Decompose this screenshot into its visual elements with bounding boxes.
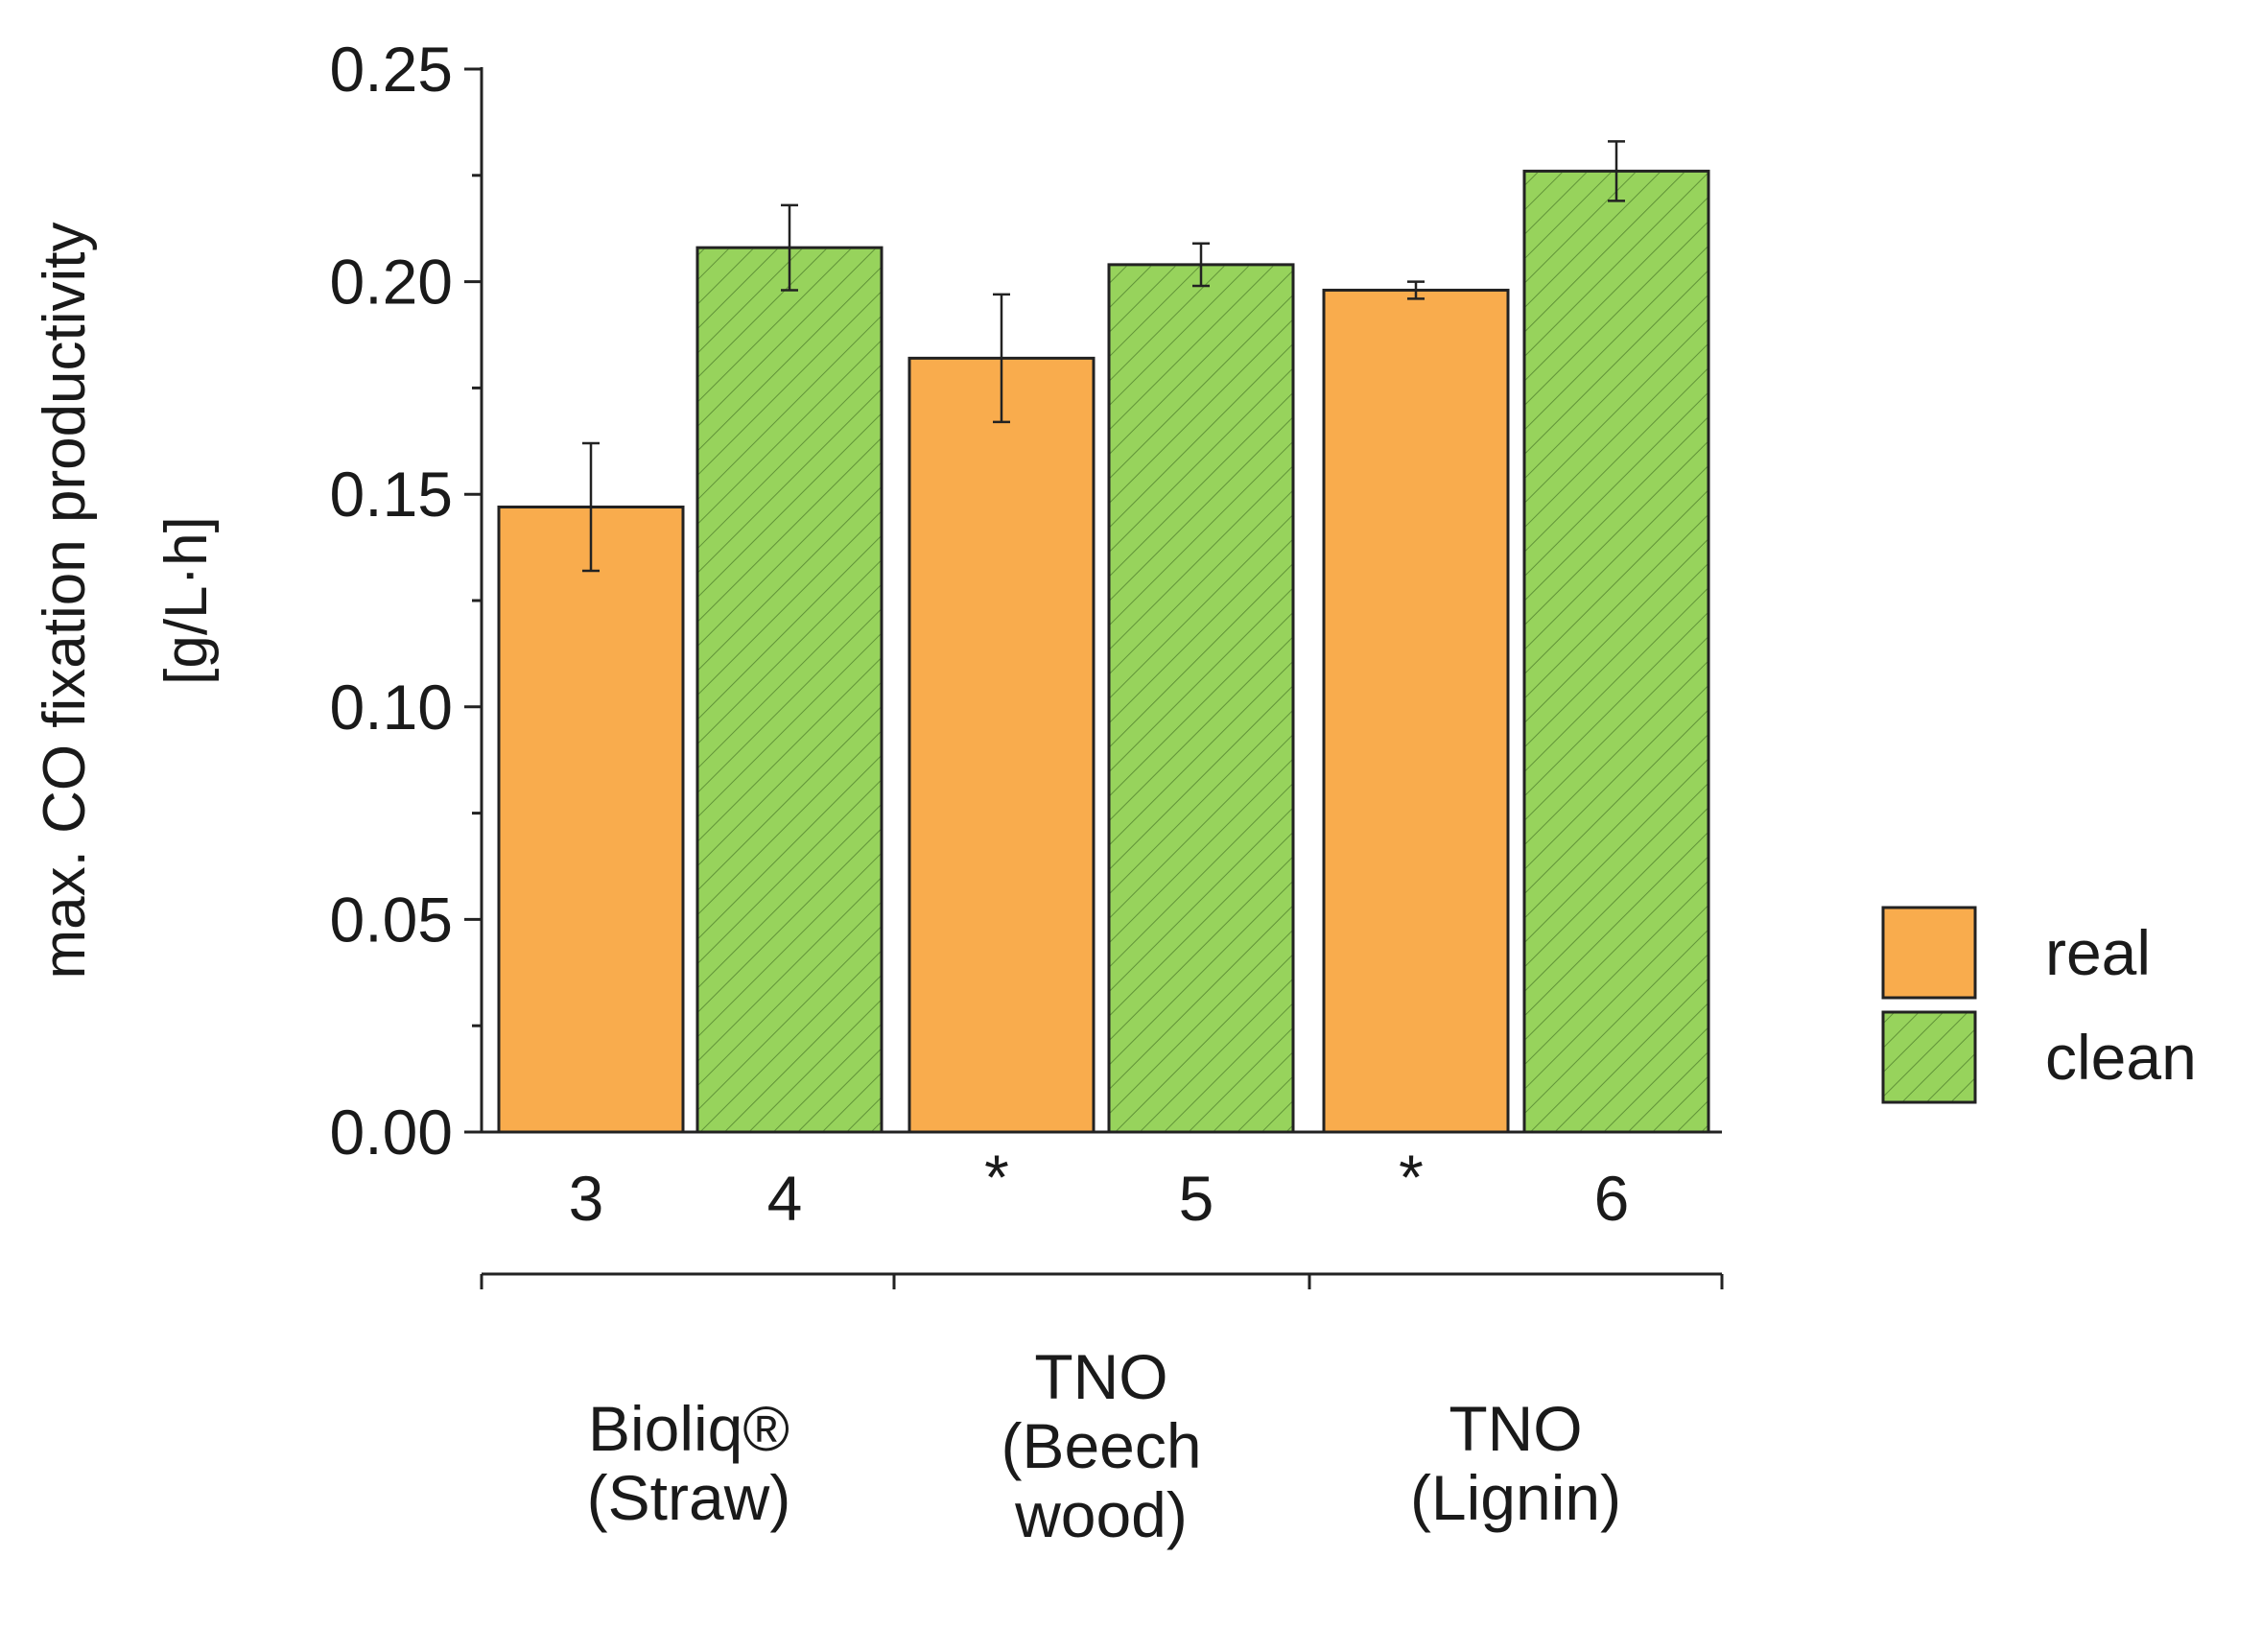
y-axis-label: max. CO fixation productivity [g/L·h] bbox=[32, 222, 220, 979]
y-axis-label-line2: [g/L·h] bbox=[153, 516, 220, 685]
legend-swatch-real bbox=[1881, 906, 1977, 1000]
bar-real bbox=[907, 356, 1096, 1134]
group-label: (Straw) bbox=[587, 1462, 791, 1533]
error-bar bbox=[1608, 140, 1625, 202]
bar-real bbox=[497, 505, 685, 1134]
legend-label-real: real bbox=[2045, 917, 2151, 988]
group-label: (Lignin) bbox=[1410, 1462, 1621, 1533]
y-tick-label: 0.25 bbox=[330, 34, 453, 105]
group-label: (Beech bbox=[1001, 1410, 1201, 1481]
x-tick-label: * bbox=[1399, 1142, 1424, 1213]
x-tick-label: 6 bbox=[1594, 1163, 1630, 1234]
bars bbox=[497, 140, 1710, 1134]
y-tick-label: 0.00 bbox=[330, 1097, 453, 1168]
error-bar bbox=[1407, 280, 1425, 300]
group-label: TNO bbox=[1034, 1341, 1167, 1412]
error-bar bbox=[582, 441, 600, 573]
x-tick-label: 4 bbox=[767, 1163, 803, 1234]
y-tick-label: 0.10 bbox=[330, 672, 453, 743]
bar-hatch bbox=[1110, 266, 1292, 1131]
bar-real bbox=[1322, 288, 1510, 1134]
y-tick-label: 0.05 bbox=[330, 884, 453, 955]
bar-hatch bbox=[1525, 172, 1708, 1131]
legend: real clean bbox=[1881, 906, 2197, 1104]
group-label: wood) bbox=[1014, 1479, 1188, 1550]
legend-swatch-hatch bbox=[1884, 1013, 1974, 1101]
x-tick-label: * bbox=[984, 1142, 1009, 1213]
bar-hatch bbox=[698, 248, 881, 1131]
error-bar bbox=[781, 203, 798, 292]
error-bar bbox=[993, 293, 1010, 424]
x-axis: 3 4 * 5 * 6 bbox=[464, 1130, 1722, 1234]
error-bar bbox=[1192, 242, 1210, 288]
y-tick-label: 0.15 bbox=[330, 459, 453, 530]
y-axis-label-line1: max. CO fixation productivity bbox=[32, 222, 98, 979]
y-tick-label: 0.20 bbox=[330, 247, 453, 318]
group-label: TNO bbox=[1449, 1393, 1582, 1464]
x-tick-label: 5 bbox=[1179, 1163, 1214, 1234]
legend-label-clean: clean bbox=[2045, 1022, 2197, 1093]
group-label: Bioliq® bbox=[588, 1393, 789, 1464]
y-axis: 0.00 0.05 0.10 0.15 0.20 0.25 bbox=[330, 34, 483, 1168]
x-tick-label: 3 bbox=[569, 1163, 604, 1234]
